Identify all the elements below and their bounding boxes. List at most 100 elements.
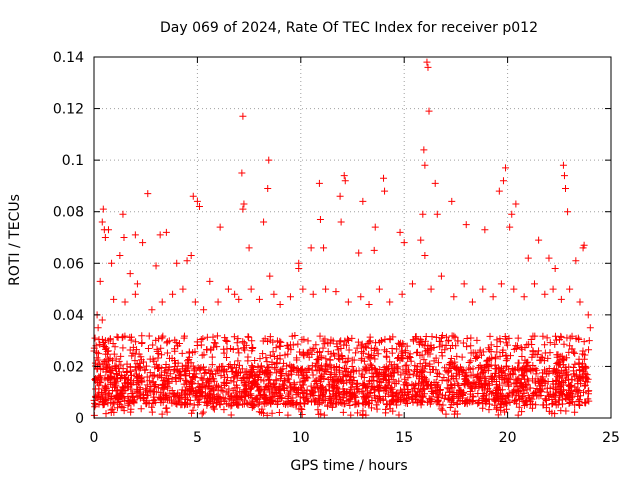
data-point	[284, 350, 292, 358]
data-point	[325, 387, 333, 395]
data-point	[273, 337, 281, 345]
data-point	[96, 340, 104, 348]
data-point	[158, 351, 166, 359]
data-point	[227, 411, 235, 419]
data-point	[154, 354, 162, 362]
data-point	[271, 389, 279, 397]
data-point	[332, 288, 340, 296]
data-point	[404, 374, 412, 382]
data-point	[581, 382, 589, 390]
data-point	[264, 185, 272, 193]
data-point	[380, 174, 388, 182]
data-point	[120, 373, 128, 381]
data-point	[112, 355, 120, 363]
data-point	[344, 298, 352, 306]
data-point	[104, 399, 112, 407]
data-point	[442, 391, 450, 399]
data-point	[133, 393, 141, 401]
data-point	[445, 336, 453, 344]
data-point	[489, 293, 497, 301]
data-point	[342, 341, 350, 349]
data-point	[267, 398, 275, 406]
data-point	[98, 218, 106, 226]
data-point	[354, 400, 362, 408]
data-point	[345, 396, 353, 404]
data-point	[450, 332, 458, 340]
data-point	[214, 394, 222, 402]
data-point	[570, 370, 578, 378]
data-point	[245, 333, 253, 341]
data-point	[530, 280, 538, 288]
data-point	[155, 335, 163, 343]
data-point	[334, 346, 342, 354]
data-point	[462, 221, 470, 229]
data-point	[193, 197, 201, 205]
chart-title: Day 069 of 2024, Rate Of TEC Index for r…	[160, 20, 538, 36]
data-point	[514, 364, 522, 372]
data-point	[156, 231, 164, 239]
data-point	[266, 351, 274, 359]
data-point	[311, 385, 319, 393]
data-point	[234, 345, 242, 353]
data-point	[284, 391, 292, 399]
data-point	[452, 372, 460, 380]
data-point	[353, 385, 361, 393]
data-point	[91, 399, 99, 407]
data-point	[571, 349, 579, 357]
data-point	[111, 383, 119, 391]
data-point	[492, 405, 500, 413]
data-point	[149, 355, 157, 363]
data-point	[319, 388, 327, 396]
data-point	[128, 397, 136, 405]
data-point	[541, 341, 549, 349]
data-point	[415, 396, 423, 404]
data-point	[358, 370, 366, 378]
data-point	[183, 257, 191, 265]
data-point	[432, 354, 440, 362]
data-point	[397, 339, 405, 347]
data-point	[473, 336, 481, 344]
data-point	[510, 366, 518, 374]
data-point	[422, 332, 430, 340]
data-point	[521, 375, 529, 383]
data-point	[315, 179, 323, 187]
data-point	[189, 406, 197, 414]
data-point	[308, 366, 316, 374]
data-point	[401, 375, 409, 383]
data-point	[462, 398, 470, 406]
data-point	[142, 400, 150, 408]
data-point	[437, 405, 445, 413]
data-point	[387, 398, 395, 406]
data-point	[121, 397, 129, 405]
data-point	[382, 363, 390, 371]
data-point	[305, 365, 313, 373]
data-point	[212, 370, 220, 378]
data-point	[545, 254, 553, 262]
data-point	[179, 365, 187, 373]
data-point	[495, 187, 503, 195]
data-point	[322, 355, 330, 363]
data-point	[191, 348, 199, 356]
data-point	[316, 364, 324, 372]
data-point	[559, 369, 567, 377]
data-point	[419, 393, 427, 401]
data-point	[234, 335, 242, 343]
data-point	[508, 388, 516, 396]
data-point	[277, 372, 285, 380]
data-point	[552, 336, 560, 344]
data-point	[556, 361, 564, 369]
data-point	[316, 382, 324, 390]
data-point	[163, 349, 171, 357]
data-point	[406, 371, 414, 379]
data-point	[301, 367, 309, 375]
data-point	[148, 306, 156, 314]
data-point	[158, 410, 166, 418]
data-point	[264, 338, 272, 346]
data-point	[339, 408, 347, 416]
data-point	[272, 376, 280, 384]
data-point	[465, 358, 473, 366]
data-point	[562, 185, 570, 193]
data-point	[234, 357, 242, 365]
data-point	[527, 367, 535, 375]
